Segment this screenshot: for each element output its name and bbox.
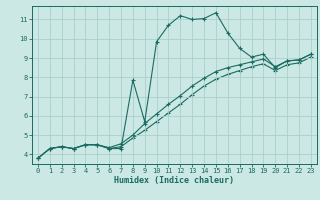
X-axis label: Humidex (Indice chaleur): Humidex (Indice chaleur) xyxy=(115,176,234,185)
